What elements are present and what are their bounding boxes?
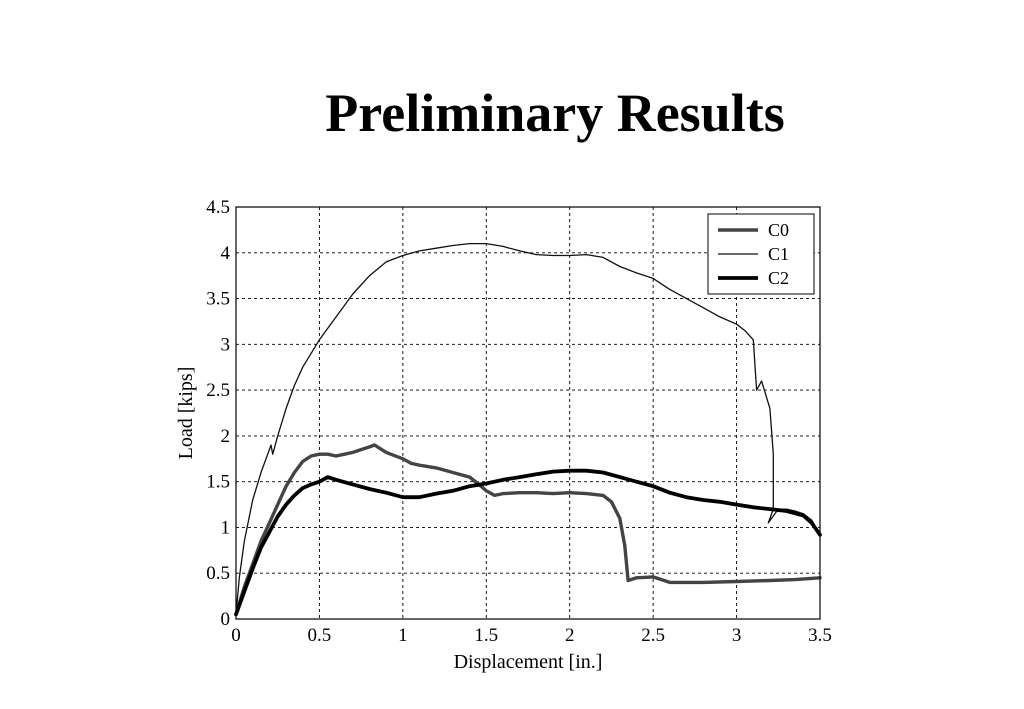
y-tick-label: 0.5 [206,563,230,584]
y-tick-label: 3.5 [206,289,230,310]
series-line-c2 [234,468,822,617]
series-line-c1 [235,242,821,616]
x-tick-label: 0 [231,625,241,646]
y-tick-label: 1 [221,517,231,538]
chart-ticks: 0 0.5 1 1.5 2 2.5 3 3.5 0 0.5 1 1.5 2 2.5 3 3.5 4 4.5 [206,197,832,646]
x-axis-label: Displacement [in.] [454,651,603,673]
x-tick-label: 1 [398,625,408,646]
legend-label-c1: C1 [768,244,789,264]
y-tick-label: 2 [221,426,231,447]
chart-legend: C0 C1 C2 [707,213,815,295]
y-axis-label: Load [kips] [175,367,197,460]
x-tick-label: 1.5 [474,625,498,646]
series-line-c0 [234,443,822,617]
x-tick-label: 0.5 [308,625,332,646]
y-tick-label: 1.5 [206,472,230,493]
y-tick-label: 4.5 [206,197,230,218]
chart-series [234,242,822,617]
legend-box [707,213,815,295]
plot-frame [235,206,821,620]
slide-title: Preliminary Results [325,83,785,143]
chart-grid [236,207,820,619]
y-tick-label: 3 [221,334,231,355]
x-tick-label: 2 [565,625,575,646]
x-tick-label: 3 [732,625,742,646]
legend-label-c0: C0 [768,220,789,240]
y-tick-label: 2.5 [206,380,230,401]
y-tick-label: 0 [221,609,231,630]
x-tick-label: 3.5 [808,625,832,646]
y-tick-label: 4 [221,243,231,264]
x-tick-label: 2.5 [641,625,665,646]
legend-label-c2: C2 [768,268,789,288]
